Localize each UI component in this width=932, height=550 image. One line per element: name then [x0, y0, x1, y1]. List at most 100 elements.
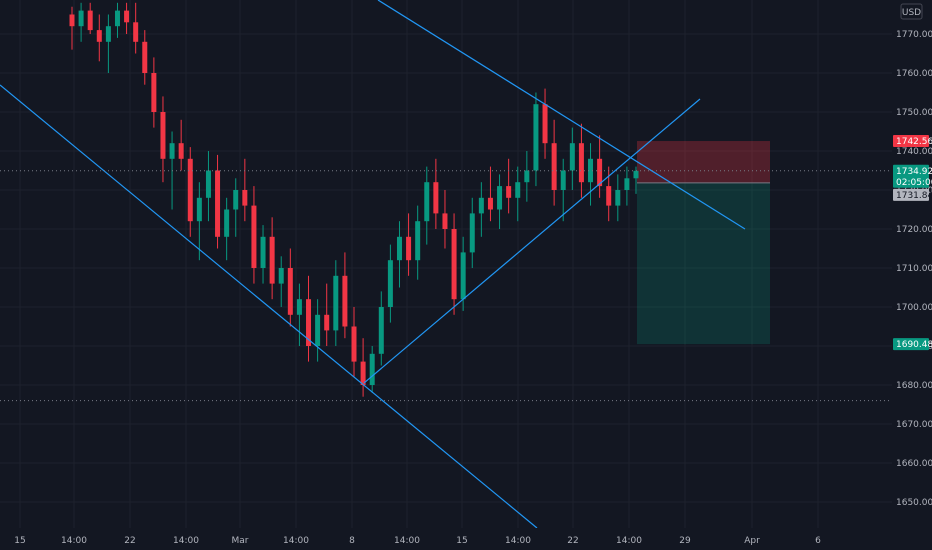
candle: [378, 291, 384, 366]
time-axis-panel[interactable]: [0, 528, 892, 550]
candle-body: [296, 299, 302, 315]
candle: [497, 174, 503, 229]
candle: [187, 147, 193, 237]
candle: [242, 158, 248, 222]
candle-body: [124, 10, 130, 23]
candle-body: [269, 236, 275, 284]
time-tick-label: 6: [815, 536, 821, 546]
time-tick-label: 14:00: [173, 536, 199, 546]
price-tick-label: 1770.00: [896, 30, 932, 40]
last-price-tag-text: 02:05:00: [896, 178, 932, 188]
candle: [114, 2, 120, 38]
candle-body: [96, 30, 102, 42]
price-axis-panel[interactable]: [892, 0, 932, 528]
candle: [551, 119, 557, 206]
candle: [406, 213, 412, 276]
candle-body: [506, 186, 512, 198]
time-tick-label: 14:00: [61, 536, 87, 546]
candle-body: [442, 213, 448, 229]
last-price-tag-bg: [893, 164, 929, 188]
currency-button[interactable]: USD: [900, 3, 923, 20]
target-price-tag-bg: [893, 338, 929, 351]
candle: [442, 190, 448, 249]
lower-channel-line[interactable]: [0, 84, 538, 529]
candle-body: [224, 209, 230, 237]
candle-body: [597, 158, 603, 187]
candle: [151, 57, 157, 128]
candle: [224, 197, 230, 261]
price-tick-label: 1660.00: [896, 459, 932, 469]
candle-body: [151, 73, 157, 112]
candle: [342, 252, 348, 339]
candle: [624, 166, 630, 206]
stop-price-tag: 1742.56: [893, 135, 932, 148]
candle: [396, 221, 402, 288]
candle-body: [169, 143, 175, 159]
stop-loss-zone[interactable]: [637, 141, 770, 183]
candle: [296, 283, 302, 346]
candle: [451, 213, 457, 315]
candle-body: [469, 213, 475, 253]
candle-body: [351, 326, 357, 362]
candle-body: [524, 170, 530, 183]
time-tick-label: 22: [124, 536, 135, 546]
candle-body: [624, 178, 630, 190]
candle: [178, 119, 184, 171]
candle: [478, 182, 484, 237]
candle: [360, 338, 366, 397]
candle-body: [205, 170, 211, 198]
price-tick-label: 1700.00: [896, 303, 932, 313]
rising-support-line[interactable]: [363, 98, 701, 384]
candle: [415, 205, 421, 280]
candle-body: [233, 190, 239, 210]
candle: [260, 225, 266, 284]
candle-body: [451, 229, 457, 300]
candle: [306, 275, 312, 362]
candle-body: [78, 10, 84, 27]
time-tick-label: 8: [349, 536, 355, 546]
candle-series: [69, 2, 639, 397]
time-tick-label: 14:00: [394, 536, 420, 546]
candle-body: [487, 197, 493, 210]
candle: [269, 217, 275, 300]
candle-body: [69, 14, 75, 27]
candle: [251, 186, 257, 284]
candle-body: [415, 221, 421, 261]
upper-channel-line[interactable]: [377, 0, 746, 230]
candle-body: [615, 190, 621, 206]
candle-body: [424, 182, 430, 222]
candle-body: [569, 143, 575, 171]
stop-price-tag-bg: [893, 135, 929, 148]
candle: [96, 14, 102, 62]
candle-body: [278, 268, 284, 284]
time-axis: 15 14:00 22 14:00 Mar 14:00 8 14:00 15 14:00 22 14:…: [14, 536, 821, 546]
candle: [387, 244, 393, 323]
time-tick-label: Mar: [232, 536, 249, 546]
time-tick-label: 15: [14, 536, 25, 546]
candle: [233, 178, 239, 237]
candle-body: [515, 182, 521, 198]
take-profit-zone[interactable]: [637, 182, 770, 345]
candle: [205, 151, 211, 222]
candle-body: [160, 112, 166, 159]
candle-body: [560, 170, 566, 190]
position-zones: [637, 141, 770, 345]
price-tick-label: 1650.00: [896, 498, 932, 508]
candle-body: [542, 104, 548, 144]
candle: [287, 248, 293, 327]
candle: [615, 174, 621, 222]
candle: [215, 154, 221, 249]
candle-body: [87, 10, 93, 31]
candle: [196, 182, 202, 261]
candle-body: [324, 314, 330, 331]
candle-body: [460, 252, 466, 300]
candle: [542, 88, 548, 159]
trendlines: [0, 0, 746, 529]
candle-body: [478, 197, 484, 214]
candle: [560, 158, 566, 222]
candle-body: [196, 197, 202, 222]
candle-body: [406, 236, 412, 261]
